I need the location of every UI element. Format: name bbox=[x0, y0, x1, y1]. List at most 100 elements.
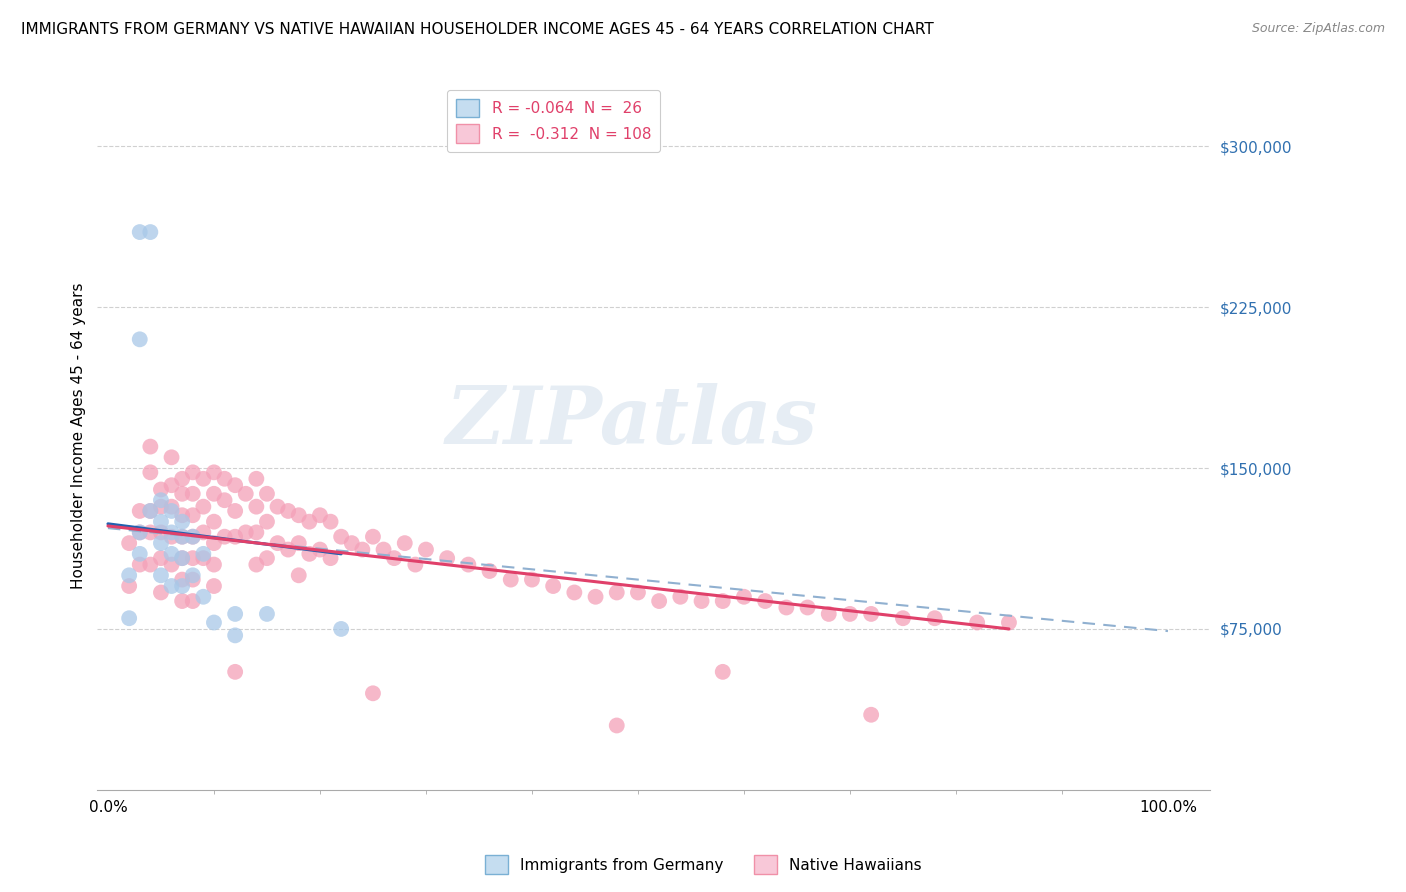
Point bbox=[860, 707, 883, 722]
Point bbox=[394, 536, 416, 550]
Point bbox=[330, 622, 353, 636]
Point bbox=[256, 551, 278, 566]
Point bbox=[128, 525, 150, 540]
Point bbox=[139, 504, 162, 518]
Point bbox=[149, 585, 172, 599]
Point bbox=[245, 500, 267, 514]
Point bbox=[373, 542, 395, 557]
Point bbox=[181, 508, 204, 523]
Point bbox=[202, 466, 225, 480]
Point bbox=[224, 478, 246, 492]
Point bbox=[202, 579, 225, 593]
Point bbox=[606, 718, 628, 732]
Point bbox=[817, 607, 839, 621]
Point bbox=[478, 564, 501, 578]
Point bbox=[118, 536, 141, 550]
Point bbox=[214, 493, 236, 508]
Point bbox=[564, 585, 586, 599]
Point bbox=[202, 615, 225, 630]
Point bbox=[361, 530, 384, 544]
Point bbox=[160, 558, 183, 572]
Point bbox=[256, 487, 278, 501]
Point bbox=[256, 607, 278, 621]
Point bbox=[128, 558, 150, 572]
Point bbox=[181, 594, 204, 608]
Point bbox=[287, 508, 309, 523]
Point bbox=[181, 487, 204, 501]
Point bbox=[245, 472, 267, 486]
Point bbox=[202, 558, 225, 572]
Point bbox=[202, 487, 225, 501]
Point bbox=[924, 611, 946, 625]
Point bbox=[149, 493, 172, 508]
Point bbox=[235, 487, 257, 501]
Point bbox=[415, 542, 437, 557]
Y-axis label: Householder Income Ages 45 - 64 years: Householder Income Ages 45 - 64 years bbox=[72, 283, 86, 589]
Point bbox=[118, 579, 141, 593]
Point bbox=[181, 568, 204, 582]
Point bbox=[499, 573, 522, 587]
Point bbox=[139, 558, 162, 572]
Point bbox=[319, 515, 342, 529]
Point bbox=[181, 573, 204, 587]
Legend: R = -0.064  N =  26, R =  -0.312  N = 108: R = -0.064 N = 26, R = -0.312 N = 108 bbox=[447, 89, 661, 152]
Point bbox=[202, 536, 225, 550]
Point bbox=[214, 530, 236, 544]
Point bbox=[404, 558, 426, 572]
Point bbox=[181, 466, 204, 480]
Point bbox=[160, 530, 183, 544]
Point bbox=[627, 585, 650, 599]
Point bbox=[606, 585, 628, 599]
Point bbox=[224, 607, 246, 621]
Point bbox=[711, 665, 734, 679]
Point bbox=[172, 573, 194, 587]
Point bbox=[224, 504, 246, 518]
Point bbox=[139, 225, 162, 239]
Point bbox=[690, 594, 713, 608]
Point bbox=[128, 504, 150, 518]
Point bbox=[382, 551, 405, 566]
Point bbox=[160, 450, 183, 465]
Point bbox=[224, 665, 246, 679]
Point bbox=[457, 558, 479, 572]
Point bbox=[214, 472, 236, 486]
Point bbox=[172, 530, 194, 544]
Point bbox=[149, 515, 172, 529]
Point bbox=[585, 590, 607, 604]
Point bbox=[139, 504, 162, 518]
Point bbox=[172, 508, 194, 523]
Text: Source: ZipAtlas.com: Source: ZipAtlas.com bbox=[1251, 22, 1385, 36]
Point bbox=[172, 530, 194, 544]
Legend: Immigrants from Germany, Native Hawaiians: Immigrants from Germany, Native Hawaiian… bbox=[478, 849, 928, 880]
Point bbox=[669, 590, 692, 604]
Point bbox=[193, 551, 215, 566]
Point bbox=[181, 530, 204, 544]
Point bbox=[193, 590, 215, 604]
Point bbox=[139, 525, 162, 540]
Point bbox=[181, 530, 204, 544]
Point bbox=[319, 551, 342, 566]
Point bbox=[149, 483, 172, 497]
Point bbox=[298, 547, 321, 561]
Point bbox=[172, 579, 194, 593]
Point bbox=[266, 500, 288, 514]
Point bbox=[193, 472, 215, 486]
Point bbox=[160, 547, 183, 561]
Point bbox=[160, 525, 183, 540]
Point bbox=[160, 579, 183, 593]
Point bbox=[172, 487, 194, 501]
Point bbox=[149, 525, 172, 540]
Point bbox=[245, 525, 267, 540]
Text: IMMIGRANTS FROM GERMANY VS NATIVE HAWAIIAN HOUSEHOLDER INCOME AGES 45 - 64 YEARS: IMMIGRANTS FROM GERMANY VS NATIVE HAWAII… bbox=[21, 22, 934, 37]
Point bbox=[193, 547, 215, 561]
Point bbox=[172, 472, 194, 486]
Point bbox=[340, 536, 363, 550]
Point bbox=[436, 551, 458, 566]
Point bbox=[202, 515, 225, 529]
Point bbox=[266, 536, 288, 550]
Point bbox=[149, 551, 172, 566]
Point bbox=[277, 504, 299, 518]
Point bbox=[149, 568, 172, 582]
Point bbox=[298, 515, 321, 529]
Point bbox=[118, 568, 141, 582]
